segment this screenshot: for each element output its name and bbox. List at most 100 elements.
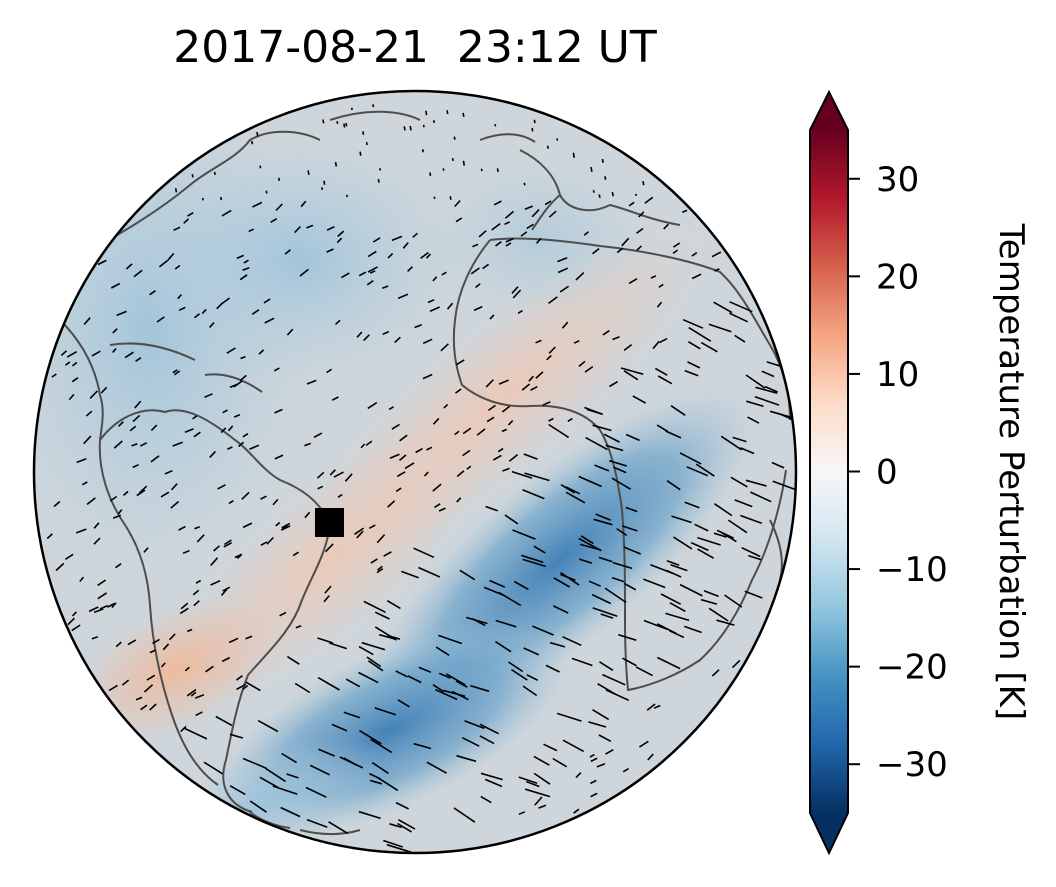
wind-vector: [111, 602, 117, 609]
wind-vector: [653, 704, 661, 709]
wind-vector: [526, 780, 540, 788]
wind-vector: [236, 683, 247, 691]
wind-vector: [260, 495, 267, 500]
wind-vector: [772, 480, 796, 491]
wind-vector: [489, 579, 506, 588]
wind-vector: [602, 673, 626, 686]
wind-vector: [454, 430, 460, 436]
wind-vector: [504, 514, 519, 525]
wind-vector: [732, 436, 747, 443]
wind-vector: [317, 637, 334, 644]
wind-vector: [625, 433, 640, 442]
wind-vector: [112, 514, 122, 519]
wind-vector: [178, 525, 186, 531]
wind-vector: [374, 707, 397, 716]
wind-vector: [531, 127, 534, 132]
wind-vector: [711, 251, 722, 258]
wind-vector: [584, 365, 594, 373]
wind-vector: [107, 602, 115, 608]
wind-vector: [425, 110, 428, 116]
wind-vector: [299, 268, 309, 277]
colorbar-ticks: 30 20 10 0 −10 −20 −30: [848, 160, 948, 785]
wind-vector: [697, 536, 721, 546]
wind-vector: [623, 370, 639, 381]
wind-vector: [464, 720, 485, 730]
wind-vector: [713, 532, 727, 538]
wind-vector: [242, 522, 253, 529]
wind-vector: [242, 266, 250, 272]
wind-vector: [595, 513, 611, 521]
wind-vector: [602, 329, 610, 336]
wind-vector: [278, 177, 281, 182]
wind-vector: [511, 470, 533, 479]
wind-vector: [445, 673, 466, 686]
wind-vector: [91, 635, 98, 640]
wind-vector: [233, 414, 241, 418]
wind-vector: [402, 242, 409, 249]
wind-vector: [264, 767, 287, 783]
wind-vector: [435, 688, 458, 701]
wind-vector: [611, 576, 625, 583]
wind-vector: [209, 322, 215, 328]
wind-vector: [526, 223, 535, 230]
wind-vector: [215, 715, 233, 727]
wind-vector: [740, 447, 755, 455]
wind-vector: [158, 259, 169, 268]
wind-vectors: [46, 104, 796, 853]
wind-vector: [741, 546, 761, 558]
wind-vector: [150, 455, 160, 463]
wind-vector: [451, 157, 454, 162]
wind-vector: [284, 249, 291, 255]
coastline-africa: [452, 237, 791, 692]
wind-vector: [239, 374, 247, 382]
wind-vector: [71, 377, 79, 383]
wind-vector: [391, 423, 400, 430]
wind-vector: [251, 140, 254, 145]
wind-vector: [622, 657, 637, 667]
wind-vector: [666, 559, 680, 567]
wind-vector: [443, 689, 466, 698]
wind-vector: [446, 110, 449, 115]
wind-vector: [508, 661, 524, 673]
wind-vector: [60, 350, 68, 356]
wind-vector: [281, 752, 298, 764]
wind-vector: [187, 212, 194, 217]
wind-vector: [594, 464, 610, 472]
wind-vector: [530, 385, 538, 391]
wind-vector: [504, 221, 511, 226]
wind-vector: [714, 268, 720, 272]
wind-vector: [286, 773, 299, 779]
wind-vector: [398, 819, 416, 830]
wind-vector: [160, 662, 166, 668]
wind-vector: [684, 369, 699, 377]
wind-vector: [686, 466, 709, 477]
wind-vector: [598, 556, 613, 563]
wind-vector: [209, 450, 216, 458]
wind-vector: [83, 317, 91, 326]
wind-vector: [196, 534, 205, 543]
wind-vector: [238, 441, 245, 448]
wind-vector: [656, 301, 663, 308]
wind-vector: [367, 660, 384, 672]
wind-vector: [409, 125, 412, 131]
wind-vector: [443, 403, 449, 409]
wind-vector: [543, 743, 558, 752]
globe-outline: [32, 89, 798, 855]
wind-vector: [174, 264, 181, 270]
wind-vector: [546, 145, 549, 149]
wind-vector: [740, 514, 762, 524]
wind-vector: [454, 199, 461, 208]
wind-vector: [358, 810, 381, 820]
wind-vector: [462, 449, 471, 457]
wind-vector: [241, 491, 250, 500]
wind-vector: [652, 340, 660, 350]
wind-vector: [93, 522, 100, 529]
wind-vector: [679, 583, 703, 597]
wind-vector: [377, 565, 383, 571]
wind-vector: [260, 541, 268, 546]
wind-vector: [370, 738, 393, 754]
wind-vector: [572, 152, 575, 158]
wind-vector: [279, 611, 287, 617]
wind-vector: [213, 545, 221, 552]
wind-vector: [512, 529, 536, 540]
